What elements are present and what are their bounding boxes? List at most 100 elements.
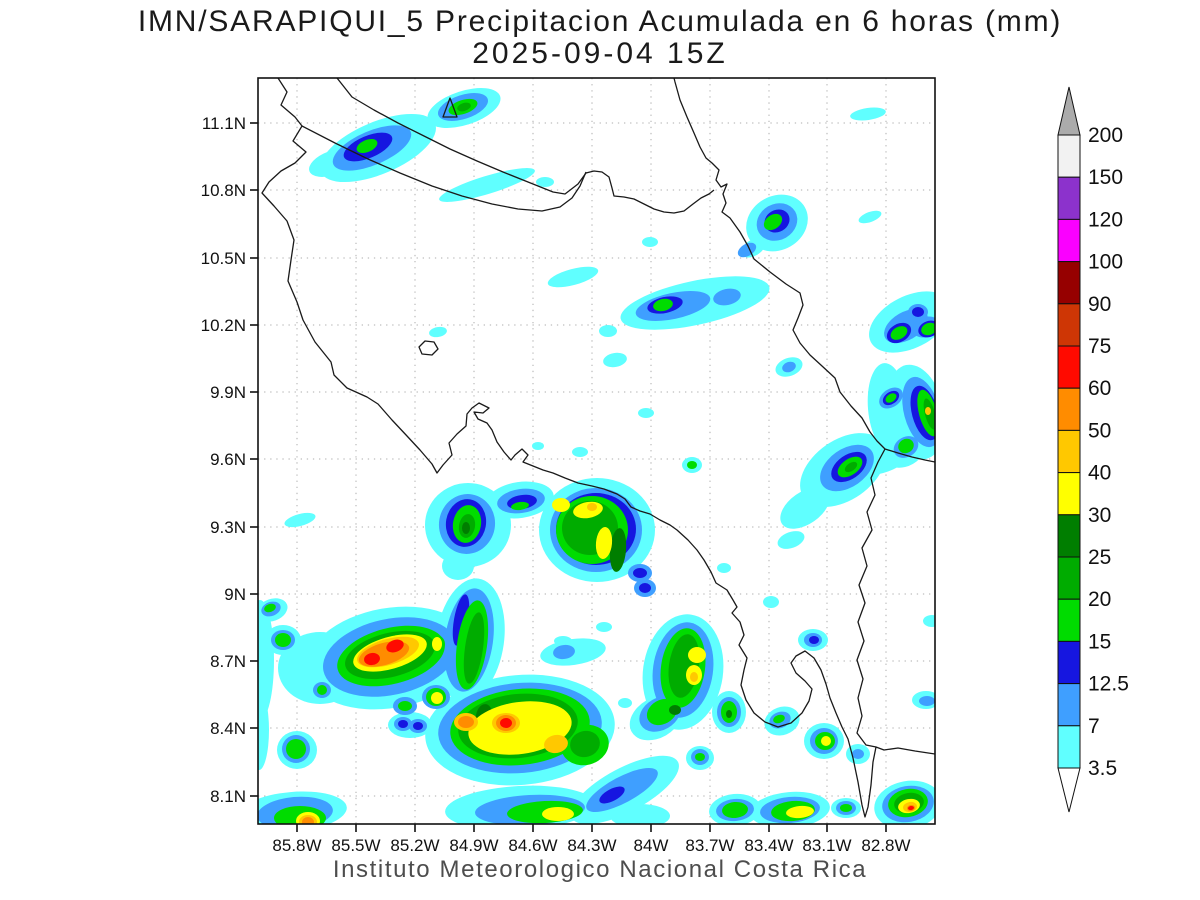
plot-title: IMN/SARAPIQUI_5 Precipitacion Acumulada … [137, 5, 1063, 38]
precip-cell-g1 [275, 633, 291, 647]
lon-tick-label: 82.8W [861, 836, 910, 855]
lat-tick-label: 9.6N [210, 450, 246, 469]
colorbar-label: 30 [1088, 504, 1111, 527]
precip-cell-db [639, 583, 651, 593]
colorbar-segment [1057, 556, 1081, 600]
lon-tick-label: 84W [634, 836, 669, 855]
lon-tick-label: 85.2W [390, 836, 439, 855]
precip-cell-r [386, 639, 404, 653]
precip-cell-db [413, 722, 423, 730]
precip-cell-b [713, 288, 741, 306]
precip-cell-c [850, 107, 886, 121]
precip-cell-y [595, 527, 613, 559]
precip-cell-b [553, 644, 575, 660]
coastline [301, 125, 587, 212]
precip-cell-g2 [923, 398, 935, 430]
precip-cell-o [302, 817, 314, 824]
precip-cell-g1 [763, 213, 783, 231]
precip-cell-gd [587, 503, 597, 511]
precip-cell-g1 [286, 739, 306, 759]
colorbar-segment [1057, 134, 1081, 178]
colorbar-label: 20 [1088, 588, 1111, 611]
colorbar-label: 75 [1088, 335, 1111, 358]
lat-tick-label: 8.4N [210, 719, 246, 738]
coastline [856, 448, 886, 748]
coastline [261, 78, 935, 818]
coastline [336, 78, 715, 214]
lon-tick-label: 85.8W [272, 836, 321, 855]
precip-cell-db [912, 307, 924, 317]
coastline [673, 78, 935, 463]
precip-cell-b [782, 361, 796, 373]
colorbar-label: 120 [1088, 208, 1123, 231]
colorbar-segment [1057, 683, 1081, 727]
precip-cell-c [763, 596, 779, 608]
lat-tick-label: 8.7N [210, 652, 246, 671]
precip-cell-y [542, 807, 574, 821]
precip-cell-c [258, 690, 269, 770]
precip-cell-g1 [773, 714, 785, 724]
colorbar: 200 150 120 100 90 75 60 50 40 30 25 20 15 12.5 7 3.5 [1057, 86, 1129, 813]
precip-cell-y [432, 637, 442, 651]
precip-cell-g1 [898, 438, 914, 454]
precip-cell-o [458, 716, 474, 728]
precip-cell-c [572, 447, 588, 457]
precip-cell-b [919, 696, 935, 706]
colorbar-label: 15 [1088, 630, 1111, 653]
precip-cell-g2 [570, 730, 600, 758]
precip-cell-c [599, 325, 617, 337]
precip-cell-db [809, 636, 819, 644]
colorbar-label: 90 [1088, 293, 1111, 316]
precip-cell-g1 [264, 603, 276, 613]
precip-cell-g1 [356, 139, 378, 153]
precip-cell-g1 [398, 701, 412, 711]
precip-cell-g1 [890, 326, 908, 340]
precip-cell-db [452, 594, 470, 646]
colorbar-segment [1057, 640, 1081, 685]
precip-cell-g3 [669, 705, 681, 715]
precip-cell-y [431, 692, 443, 704]
precip-cell-db [599, 786, 625, 804]
precip-cell-gd [544, 734, 568, 754]
precip-cell-g1 [885, 393, 897, 403]
lat-tick-label: 10.2N [201, 316, 246, 335]
lon-tick-label: 83.4W [744, 836, 793, 855]
precip-cell-c [923, 615, 935, 627]
precip-cell-r [500, 718, 512, 728]
precip-cell-r [364, 652, 380, 666]
precip-cell-c [777, 531, 805, 549]
precip-cell-c [780, 487, 830, 529]
colorbar-segment [1057, 176, 1081, 220]
precip-cell-g2 [463, 612, 485, 684]
colorbar-segment [1057, 218, 1081, 263]
precip-cell-db [633, 568, 647, 578]
precip-cell-c [439, 168, 535, 202]
colorbar-label: 40 [1088, 462, 1111, 485]
precip-cell-c [442, 552, 474, 580]
lon-tick-label: 85.5W [331, 836, 380, 855]
precip-cell-g1 [646, 698, 678, 726]
colorbar-segment [1057, 429, 1081, 474]
precip-cell-g2 [457, 102, 471, 112]
colorbar-segment [1057, 303, 1081, 347]
precip-cell-y [821, 736, 831, 746]
precip-cell-c [717, 563, 731, 573]
precip-cell-g1 [317, 685, 327, 695]
axis-ticks [250, 122, 887, 832]
precip-cell-y [552, 498, 570, 512]
colorbar-segment [1057, 345, 1081, 389]
precip-cell-c [603, 352, 627, 368]
colorbar-label: 60 [1088, 377, 1111, 400]
colorbar-label: 7 [1088, 715, 1100, 738]
colorbar-label: 25 [1088, 546, 1111, 569]
precip-cell-g1 [695, 753, 705, 761]
map-frame [257, 77, 936, 825]
precip-cell-gd [690, 672, 698, 682]
lat-tick-label: 9N [224, 585, 246, 604]
precip-cell-c [536, 177, 554, 187]
precip-cell-g2 [844, 461, 858, 473]
colorbar-segment [1057, 261, 1081, 305]
precip-level-r [364, 639, 914, 811]
